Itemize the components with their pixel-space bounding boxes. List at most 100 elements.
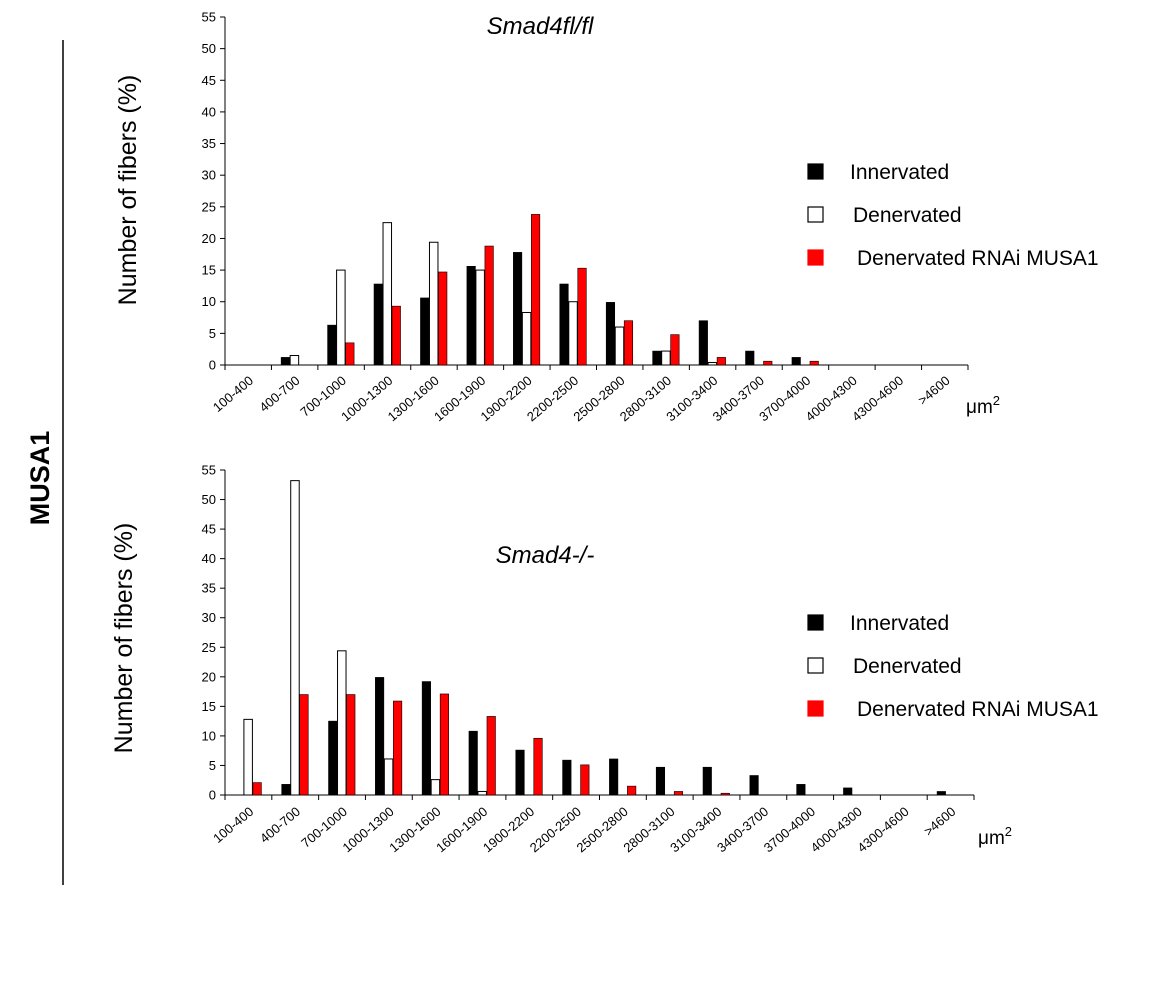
y-tick-label: 30: [202, 168, 216, 183]
bar-denervated-rnai-musa1: [393, 700, 403, 796]
bar-innervated: [281, 784, 291, 796]
bar-innervated: [468, 730, 478, 796]
bar-denervated-rnai-musa1: [438, 271, 448, 366]
y-tick-label: 50: [202, 41, 216, 56]
x-tick-label: 100-400: [210, 373, 256, 415]
x-tick-label: 4300-4600: [854, 804, 911, 855]
bar-innervated: [559, 283, 569, 366]
x-tick-label: 3700-4000: [761, 804, 818, 855]
bar-denervated: [289, 355, 300, 366]
bar-denervated-rnai-musa1: [484, 245, 494, 366]
bar-innervated: [936, 791, 946, 796]
bar-denervated-rnai-musa1: [623, 320, 634, 366]
legend-swatch: [807, 249, 824, 266]
bar-innervated: [605, 302, 616, 366]
bar-denervated-rnai-musa1: [580, 764, 590, 796]
bar-denervated: [382, 222, 393, 366]
y-tick-label: 15: [202, 699, 216, 714]
bar-innervated: [420, 297, 430, 366]
y-tick-label: 55: [202, 463, 216, 478]
bar-denervated: [290, 480, 300, 796]
bar-denervated: [336, 269, 346, 366]
y-tick-label: 0: [209, 358, 216, 373]
bar-denervated-rnai-musa1: [720, 792, 730, 796]
y-tick-label: 45: [202, 73, 216, 88]
bar-innervated: [375, 677, 385, 796]
bar-denervated-rnai-musa1: [391, 305, 401, 366]
bar-innervated: [280, 357, 290, 366]
y-tick-label: 45: [202, 522, 216, 537]
bar-innervated: [655, 766, 666, 796]
bar-denervated-rnai-musa1: [716, 357, 726, 366]
bar-innervated: [328, 720, 338, 796]
x-tick-label: 4300-4600: [849, 373, 906, 424]
legend-label: Denervated: [853, 204, 962, 227]
x-tick-label: 400-700: [256, 373, 302, 415]
bar-innervated: [373, 283, 383, 366]
legend-label: Innervated: [850, 161, 949, 184]
x-tick-label: 2800-3100: [620, 804, 677, 855]
bar-denervated: [521, 311, 532, 366]
bar-innervated: [702, 766, 712, 796]
x-tick-label: 400-700: [257, 804, 303, 846]
y-tick-label: 25: [202, 640, 216, 655]
x-unit-superscript: 2: [993, 393, 1000, 408]
side-label: MUSA1: [25, 431, 55, 526]
legend-label: Denervated: [853, 655, 962, 678]
x-tick-label: 1000-1300: [340, 804, 397, 855]
y-tick-label: 20: [202, 669, 216, 684]
bar-denervated-rnai-musa1: [486, 716, 496, 796]
y-tick-label: 35: [202, 581, 216, 596]
x-tick-label: 4000-4300: [808, 804, 865, 855]
bar-denervated-rnai-musa1: [252, 782, 262, 796]
chart-title: Smad4-/-: [496, 542, 595, 569]
bar-denervated-rnai-musa1: [439, 693, 449, 796]
bar-innervated: [698, 320, 708, 366]
legend-swatch: [807, 163, 824, 180]
bar-denervated: [661, 350, 671, 366]
x-tick-label: 1300-1600: [386, 804, 443, 855]
y-tick-label: 10: [202, 294, 216, 309]
chart-title: Smad4fl/fl: [487, 13, 594, 40]
bar-denervated-rnai-musa1: [345, 342, 355, 366]
bar-innervated: [421, 681, 431, 796]
y-tick-label: 5: [209, 326, 216, 341]
bar-innervated: [515, 749, 525, 796]
bar-innervated: [652, 350, 662, 366]
bar-denervated-rnai-musa1: [346, 694, 356, 796]
y-axis-label: Number of fibers (%): [110, 523, 138, 754]
bar-innervated: [749, 775, 759, 796]
x-tick-label: 2200-2500: [527, 804, 584, 855]
bar-denervated: [477, 790, 487, 796]
bar-innervated: [562, 759, 572, 796]
y-tick-label: 40: [202, 104, 216, 119]
legend-swatch: [807, 657, 824, 674]
bar-denervated: [614, 326, 625, 366]
y-tick-label: 40: [202, 551, 216, 566]
x-unit: μm: [978, 828, 1005, 849]
bar-innervated: [513, 252, 523, 366]
bar-denervated-rnai-musa1: [670, 334, 680, 366]
x-tick-label: 1900-2200: [480, 804, 537, 855]
x-tick-label: 2500-2800: [574, 804, 631, 855]
bar-denervated-rnai-musa1: [533, 737, 543, 796]
bar-innervated: [466, 265, 476, 366]
bar-denervated-rnai-musa1: [809, 360, 819, 366]
x-tick-label: >4600: [915, 373, 953, 408]
y-tick-label: 35: [202, 136, 216, 151]
x-unit-superscript: 2: [1005, 824, 1012, 839]
bar-denervated: [428, 241, 439, 366]
x-tick-label: 3100-3400: [667, 804, 724, 855]
x-tick-label: 100-400: [210, 804, 256, 846]
y-tick-label: 5: [209, 758, 216, 773]
bar-denervated-rnai-musa1: [577, 267, 587, 366]
x-unit-label: μm2: [978, 824, 1012, 849]
bar-innervated: [791, 357, 801, 366]
bar-innervated: [796, 784, 806, 796]
y-tick-label: 50: [202, 492, 216, 507]
y-tick-label: 25: [202, 199, 216, 214]
bar-innervated: [745, 350, 755, 366]
bar-innervated: [327, 324, 337, 366]
x-unit-label: μm2: [966, 393, 1000, 418]
bar-denervated: [707, 361, 718, 366]
